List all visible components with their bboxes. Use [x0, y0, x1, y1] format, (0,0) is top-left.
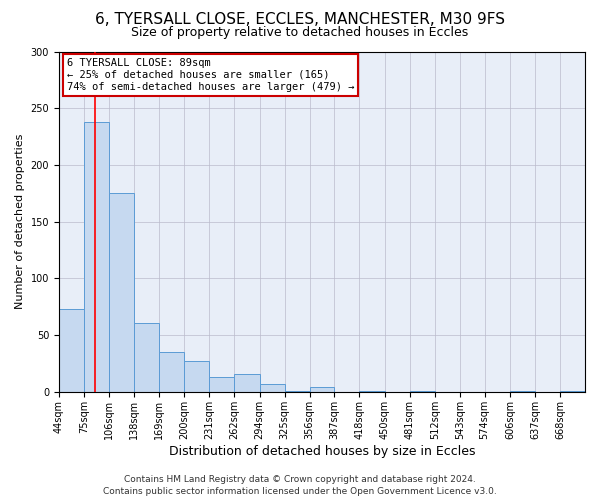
Bar — [511, 391, 535, 392]
Text: Size of property relative to detached houses in Eccles: Size of property relative to detached ho… — [131, 26, 469, 39]
Bar — [184, 362, 209, 392]
Bar — [209, 377, 234, 392]
Bar — [84, 122, 109, 392]
Bar — [134, 322, 160, 392]
X-axis label: Distribution of detached houses by size in Eccles: Distribution of detached houses by size … — [169, 444, 475, 458]
Bar — [359, 391, 385, 392]
Bar — [410, 391, 435, 392]
Bar — [560, 391, 585, 392]
Bar — [260, 384, 284, 392]
Bar — [284, 391, 310, 392]
Bar — [310, 388, 334, 392]
Bar — [59, 309, 84, 392]
Y-axis label: Number of detached properties: Number of detached properties — [15, 134, 25, 310]
Bar — [160, 352, 184, 392]
Bar — [109, 194, 134, 392]
Text: 6 TYERSALL CLOSE: 89sqm
← 25% of detached houses are smaller (165)
74% of semi-d: 6 TYERSALL CLOSE: 89sqm ← 25% of detache… — [67, 58, 354, 92]
Bar — [234, 374, 260, 392]
Text: Contains HM Land Registry data © Crown copyright and database right 2024.
Contai: Contains HM Land Registry data © Crown c… — [103, 474, 497, 496]
Text: 6, TYERSALL CLOSE, ECCLES, MANCHESTER, M30 9FS: 6, TYERSALL CLOSE, ECCLES, MANCHESTER, M… — [95, 12, 505, 28]
